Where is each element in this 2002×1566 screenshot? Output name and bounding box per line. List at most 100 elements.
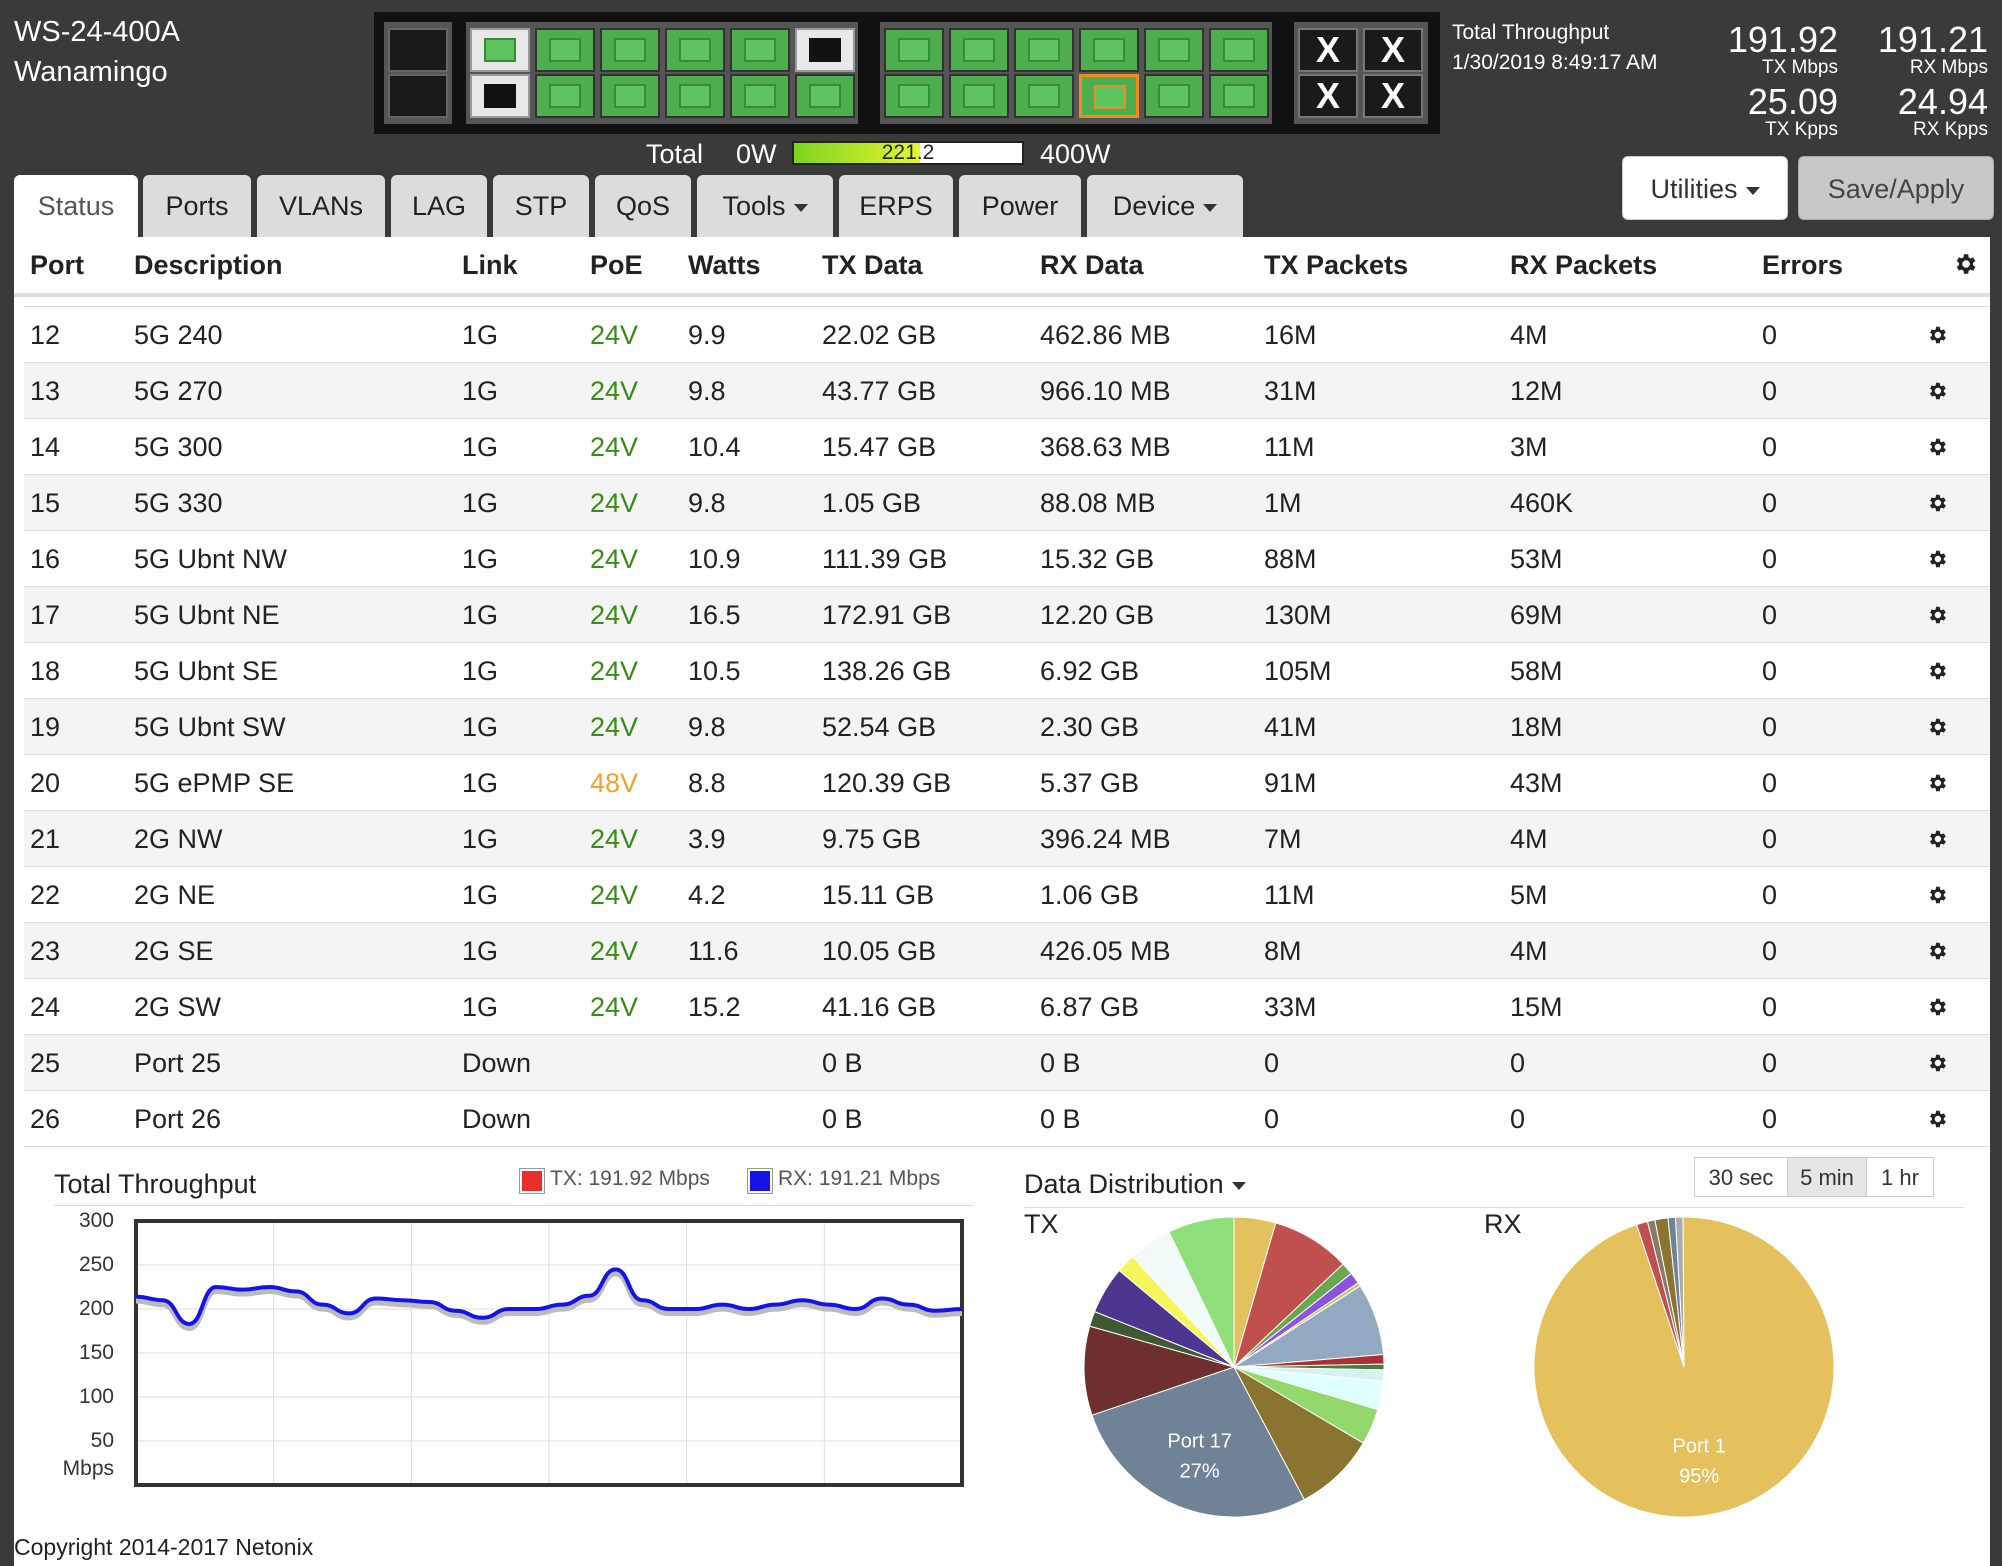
save-apply-button[interactable]: Save/Apply (1798, 156, 1994, 220)
port-7[interactable] (600, 28, 660, 72)
pie-slice[interactable] (1084, 1325, 1236, 1416)
cell-rx-packets: 5M (1510, 880, 1548, 910)
tab-stp[interactable]: STP (493, 175, 589, 237)
port-15[interactable] (884, 28, 944, 72)
col-rx-data[interactable]: RX Data (1040, 250, 1144, 280)
utilities-button[interactable]: Utilities (1622, 156, 1788, 220)
pie-slice[interactable] (1232, 1365, 1364, 1501)
tab-qos[interactable]: QoS (595, 175, 691, 237)
cell-tx-data: 138.26 GB (822, 656, 952, 686)
cell-rx-packets: 460K (1510, 488, 1574, 518)
port-8[interactable] (600, 74, 660, 118)
port-13[interactable] (795, 28, 855, 72)
port-25[interactable] (1209, 28, 1269, 72)
data-distribution-dropdown[interactable]: Data Distribution (1024, 1169, 1246, 1200)
port-14[interactable] (795, 74, 855, 118)
tab-power[interactable]: Power (959, 175, 1081, 237)
port-21[interactable] (1079, 28, 1139, 72)
tab-lag[interactable]: LAG (391, 175, 487, 237)
cell-link: Down (462, 1104, 532, 1134)
port-disabled-x-icon[interactable]: X (1363, 74, 1423, 118)
col-rx-packets[interactable]: RX Packets (1510, 250, 1658, 280)
port-12[interactable] (730, 74, 790, 118)
port-6[interactable] (535, 74, 595, 118)
port-group-2 (880, 22, 1272, 124)
port-4[interactable] (470, 74, 530, 118)
pie-slice[interactable] (1168, 1217, 1235, 1368)
port-settings-gear-icon[interactable] (1926, 436, 1948, 458)
tab-status[interactable]: Status (14, 175, 138, 239)
range-1hr-button[interactable]: 1 hr (1866, 1157, 1934, 1197)
port-settings-gear-icon[interactable] (1926, 660, 1948, 682)
cell-rx-data: 6.87 GB (1040, 992, 1140, 1022)
port-disabled-x-icon[interactable]: X (1298, 74, 1358, 118)
cell-port: 25 (30, 1048, 61, 1078)
cell-description: 2G SE (134, 936, 214, 966)
port-settings-gear-icon[interactable] (1926, 1108, 1948, 1130)
port-settings-gear-icon[interactable] (1926, 884, 1948, 906)
tab-tools[interactable]: Tools (697, 175, 833, 237)
port-24[interactable] (1144, 74, 1204, 118)
col-port[interactable]: Port (30, 250, 84, 280)
port-22[interactable] (1079, 74, 1139, 118)
cell-tx-packets: 105M (1264, 656, 1332, 686)
port-disabled-x-icon[interactable]: X (1363, 28, 1423, 72)
port-2[interactable] (388, 74, 448, 118)
utilities-label: Utilities (1650, 174, 1738, 204)
cell-watts: 11.6 (688, 936, 739, 966)
port-23[interactable] (1144, 28, 1204, 72)
tab-vlans[interactable]: VLANs (257, 175, 385, 237)
pie-slice[interactable] (1091, 1366, 1305, 1517)
port-20[interactable] (1014, 74, 1074, 118)
cell-poe: 24V (590, 880, 639, 910)
tab-ports[interactable]: Ports (143, 175, 251, 237)
cell-description: 2G SW (134, 992, 222, 1022)
port-settings-gear-icon[interactable] (1926, 940, 1948, 962)
cell-link: 1G (462, 880, 499, 910)
range-5min-button[interactable]: 5 min (1787, 1157, 1867, 1197)
port-10[interactable] (665, 74, 725, 118)
col-watts[interactable]: Watts (688, 250, 761, 280)
port-settings-gear-icon[interactable] (1926, 996, 1948, 1018)
port-settings-gear-icon[interactable] (1926, 828, 1948, 850)
port-19[interactable] (1014, 28, 1074, 72)
table-settings-gear-icon[interactable] (1952, 251, 1978, 277)
col-link[interactable]: Link (462, 250, 518, 280)
tab-device[interactable]: Device (1087, 175, 1243, 237)
tab-erps[interactable]: ERPS (839, 175, 953, 237)
port-17[interactable] (949, 28, 1009, 72)
port-18[interactable] (949, 74, 1009, 118)
chevron-down-icon (1231, 1181, 1246, 1190)
port-16[interactable] (884, 74, 944, 118)
cell-rx-packets: 15M (1510, 992, 1563, 1022)
col-errors[interactable]: Errors (1762, 250, 1844, 280)
port-3[interactable] (470, 28, 530, 72)
port-26[interactable] (1209, 74, 1269, 118)
port-settings-gear-icon[interactable] (1926, 380, 1948, 402)
copyright-footer: Copyright 2014-2017 Netonix (14, 1534, 314, 1560)
range-30sec-button[interactable]: 30 sec (1694, 1157, 1788, 1197)
legend-rx-label: RX: 191.21 Mbps (778, 1167, 941, 1190)
col-poe[interactable]: PoE (590, 250, 643, 280)
port-settings-gear-icon[interactable] (1926, 548, 1948, 570)
col-tx-packets[interactable]: TX Packets (1264, 250, 1409, 280)
port-11[interactable] (730, 28, 790, 72)
col-description[interactable]: Description (134, 250, 283, 280)
throughput-chart-title: Total Throughput (54, 1169, 257, 1199)
port-5[interactable] (535, 28, 595, 72)
cell-watts: 8.8 (688, 768, 726, 798)
pie-slice[interactable] (1674, 1217, 1685, 1368)
port-settings-gear-icon[interactable] (1926, 492, 1948, 514)
port-settings-gear-icon[interactable] (1926, 324, 1948, 346)
cell-poe: 24V (590, 488, 639, 518)
port-settings-gear-icon[interactable] (1926, 604, 1948, 626)
port-settings-gear-icon[interactable] (1926, 1052, 1948, 1074)
throughput-label: Total Throughput (1452, 21, 1610, 44)
port-1[interactable] (388, 28, 448, 72)
port-9[interactable] (665, 28, 725, 72)
col-tx-data[interactable]: TX Data (822, 250, 923, 280)
port-settings-gear-icon[interactable] (1926, 772, 1948, 794)
cell-errors: 0 (1762, 992, 1778, 1022)
port-settings-gear-icon[interactable] (1926, 716, 1948, 738)
port-disabled-x-icon[interactable]: X (1298, 28, 1358, 72)
